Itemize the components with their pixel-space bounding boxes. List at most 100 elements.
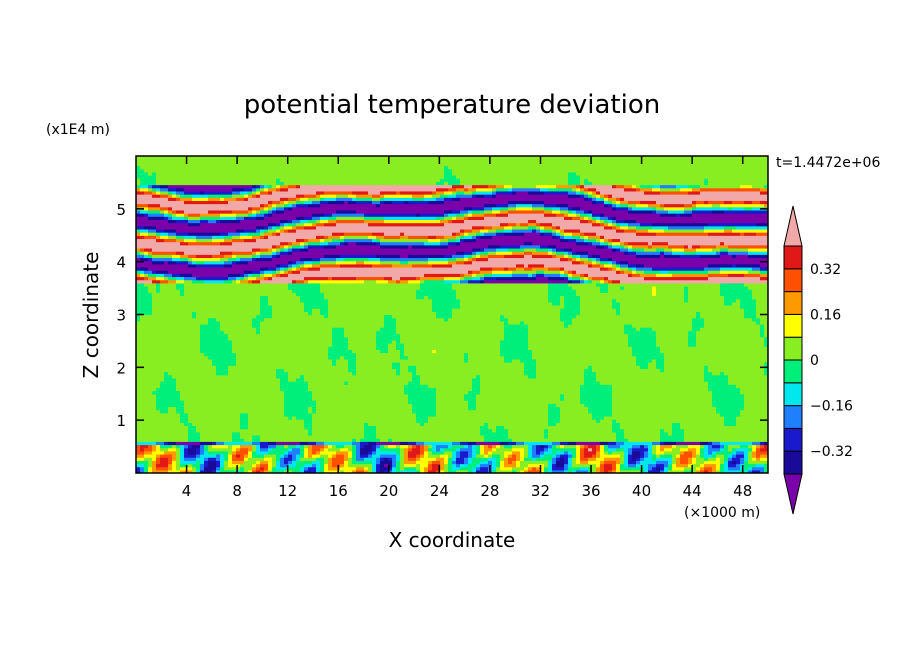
contour-cell [392,438,485,442]
contour-cell [340,235,345,240]
contour-cell [344,232,373,236]
contour-cell [256,190,261,195]
contour-cell [576,187,581,192]
contour-cell [684,251,697,255]
contour-cell [752,206,765,211]
contour-cell [560,295,565,300]
contour-cell [628,460,637,465]
contour-cell [592,257,597,262]
contour-cell [456,232,461,236]
contour-cell [576,444,581,449]
contour-cell [600,266,609,271]
contour-cell [276,203,285,208]
contour-cell [436,409,549,414]
colorbar-max-triangle [783,205,803,247]
contour-cell [624,270,633,274]
contour-cell [448,460,453,465]
contour-cell [572,209,577,214]
contour-cell [588,276,593,281]
contour-cell [460,209,469,214]
contour-cell [592,279,601,284]
contour-cell [464,444,469,449]
contour-cell [160,206,169,211]
contour-cell [252,184,257,189]
contour-cell [700,466,705,471]
contour-cell [504,333,529,338]
contour-cell [408,441,417,446]
contour-cell [260,298,269,303]
contour-cell [564,469,569,473]
contour-cell [172,273,181,278]
contour-cell [692,324,705,328]
contour-cell [540,232,545,236]
contour-cell [556,225,561,230]
contour-cell [400,469,417,473]
contour-cell [504,314,561,319]
contour-cell [628,225,637,230]
contour-cell [452,216,457,220]
contour-cell [268,213,273,217]
contour-cell [296,184,301,189]
contour-cell [256,238,297,243]
contour-cell [240,431,309,436]
contour-cell [460,301,553,306]
contour-cell [556,450,565,455]
contour-cell [188,263,197,268]
contour-cell [324,244,337,249]
contour-cell [732,263,737,268]
contour-cell [460,232,465,236]
contour-cell [552,444,557,449]
contour-cell [420,279,425,284]
contour-cell [548,187,573,192]
contour-cell [552,228,557,233]
contour-cell [564,304,581,309]
contour-cell [680,187,693,192]
contour-cell [464,213,469,217]
contour-cell [580,295,685,300]
colorbar-swatch [783,313,803,338]
contour-cell [544,469,549,473]
contour-cell [280,254,325,259]
contour-cell [432,301,461,306]
contour-cell [336,194,349,198]
contour-cell [596,457,605,461]
contour-cell [620,308,745,312]
contour-cell [564,213,569,217]
contour-cell [548,276,565,281]
contour-cell [496,247,509,252]
contour-cell [280,381,309,385]
contour-cell [456,289,549,293]
contour-cell [296,457,301,461]
contour-cell [188,232,221,236]
contour-cell [452,453,457,458]
contour-cell [440,466,445,471]
contour-cell [356,444,361,449]
contour-cell [380,203,485,208]
contour-cell [344,327,381,331]
contour-cell [220,320,253,325]
contour-cell [484,225,493,230]
contour-cell [588,241,593,246]
contour-cell [480,384,581,389]
contour-cell [176,232,189,236]
contour-cell [540,222,553,227]
contour-cell [360,444,365,449]
contour-cell [280,225,285,230]
contour-cell [440,463,445,468]
contour-cell [628,273,633,278]
contour-cell [760,317,768,322]
contour-cell [720,241,725,246]
contour-cell [612,200,617,205]
contour-cell [676,184,689,189]
contour-cell [488,460,493,465]
contour-cell [708,222,757,227]
contour-cell [604,415,725,420]
contour-cell [408,400,437,404]
contour-cell [416,213,421,217]
contour-cell [328,216,337,220]
contour-cell [416,368,525,373]
contour-cell [308,241,321,246]
contour-cell [724,457,729,461]
contour-cell [220,453,225,458]
contour-cell [428,257,449,262]
